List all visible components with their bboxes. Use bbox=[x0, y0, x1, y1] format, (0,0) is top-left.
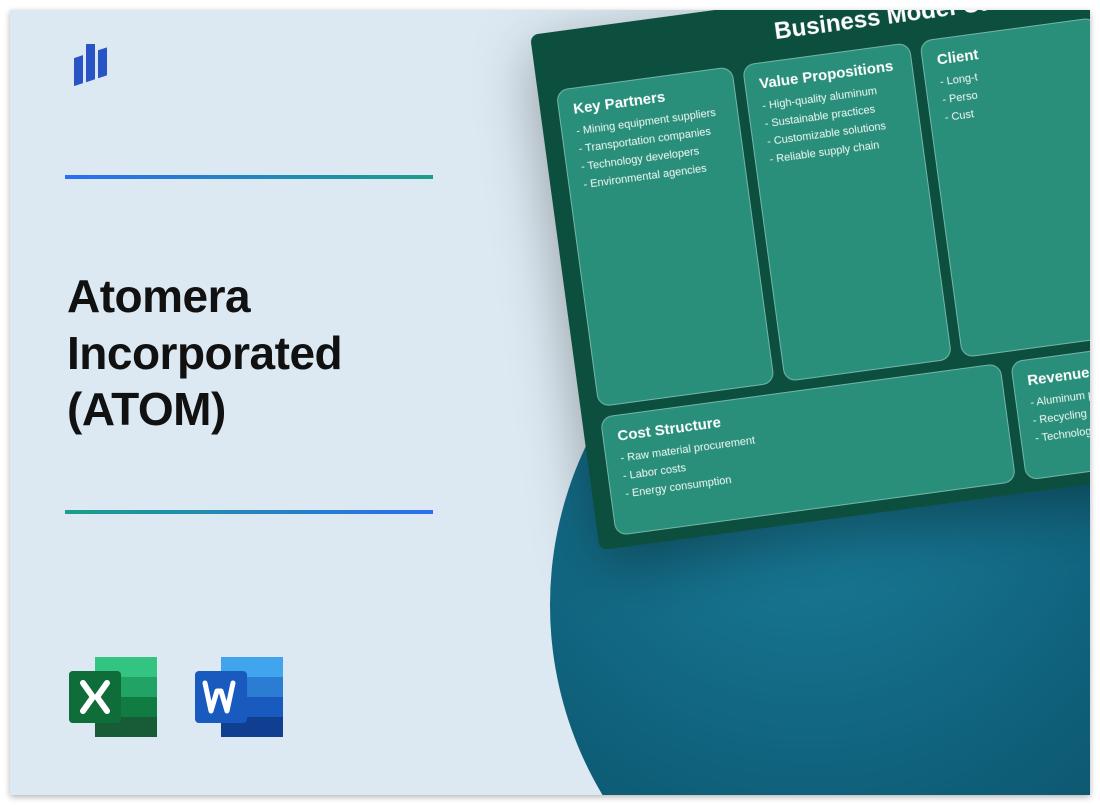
business-model-canvas: Business Model Canvas Key Partners - Min… bbox=[530, 10, 1090, 550]
page-title: Atomera Incorporated (ATOM) bbox=[67, 268, 342, 438]
block-key-partners: Key Partners - Mining equipment supplier… bbox=[556, 66, 775, 407]
brand-logo-icon bbox=[62, 44, 122, 104]
promo-card: Atomera Incorporated (ATOM) Busines bbox=[10, 10, 1090, 795]
block-value-propositions: Value Propositions - High-quality alumin… bbox=[742, 42, 953, 382]
title-line-3: (ATOM) bbox=[67, 383, 226, 435]
title-line-2: Incorporated bbox=[67, 327, 342, 379]
canvas-preview: Business Model Canvas Key Partners - Min… bbox=[530, 10, 1090, 550]
excel-icon bbox=[65, 651, 165, 745]
app-icons-row bbox=[65, 651, 291, 745]
divider-bottom bbox=[65, 510, 433, 514]
word-icon bbox=[191, 651, 291, 745]
canvas-grid: Key Partners - Mining equipment supplier… bbox=[556, 10, 1090, 407]
title-line-1: Atomera bbox=[67, 270, 250, 322]
divider-top bbox=[65, 175, 433, 179]
